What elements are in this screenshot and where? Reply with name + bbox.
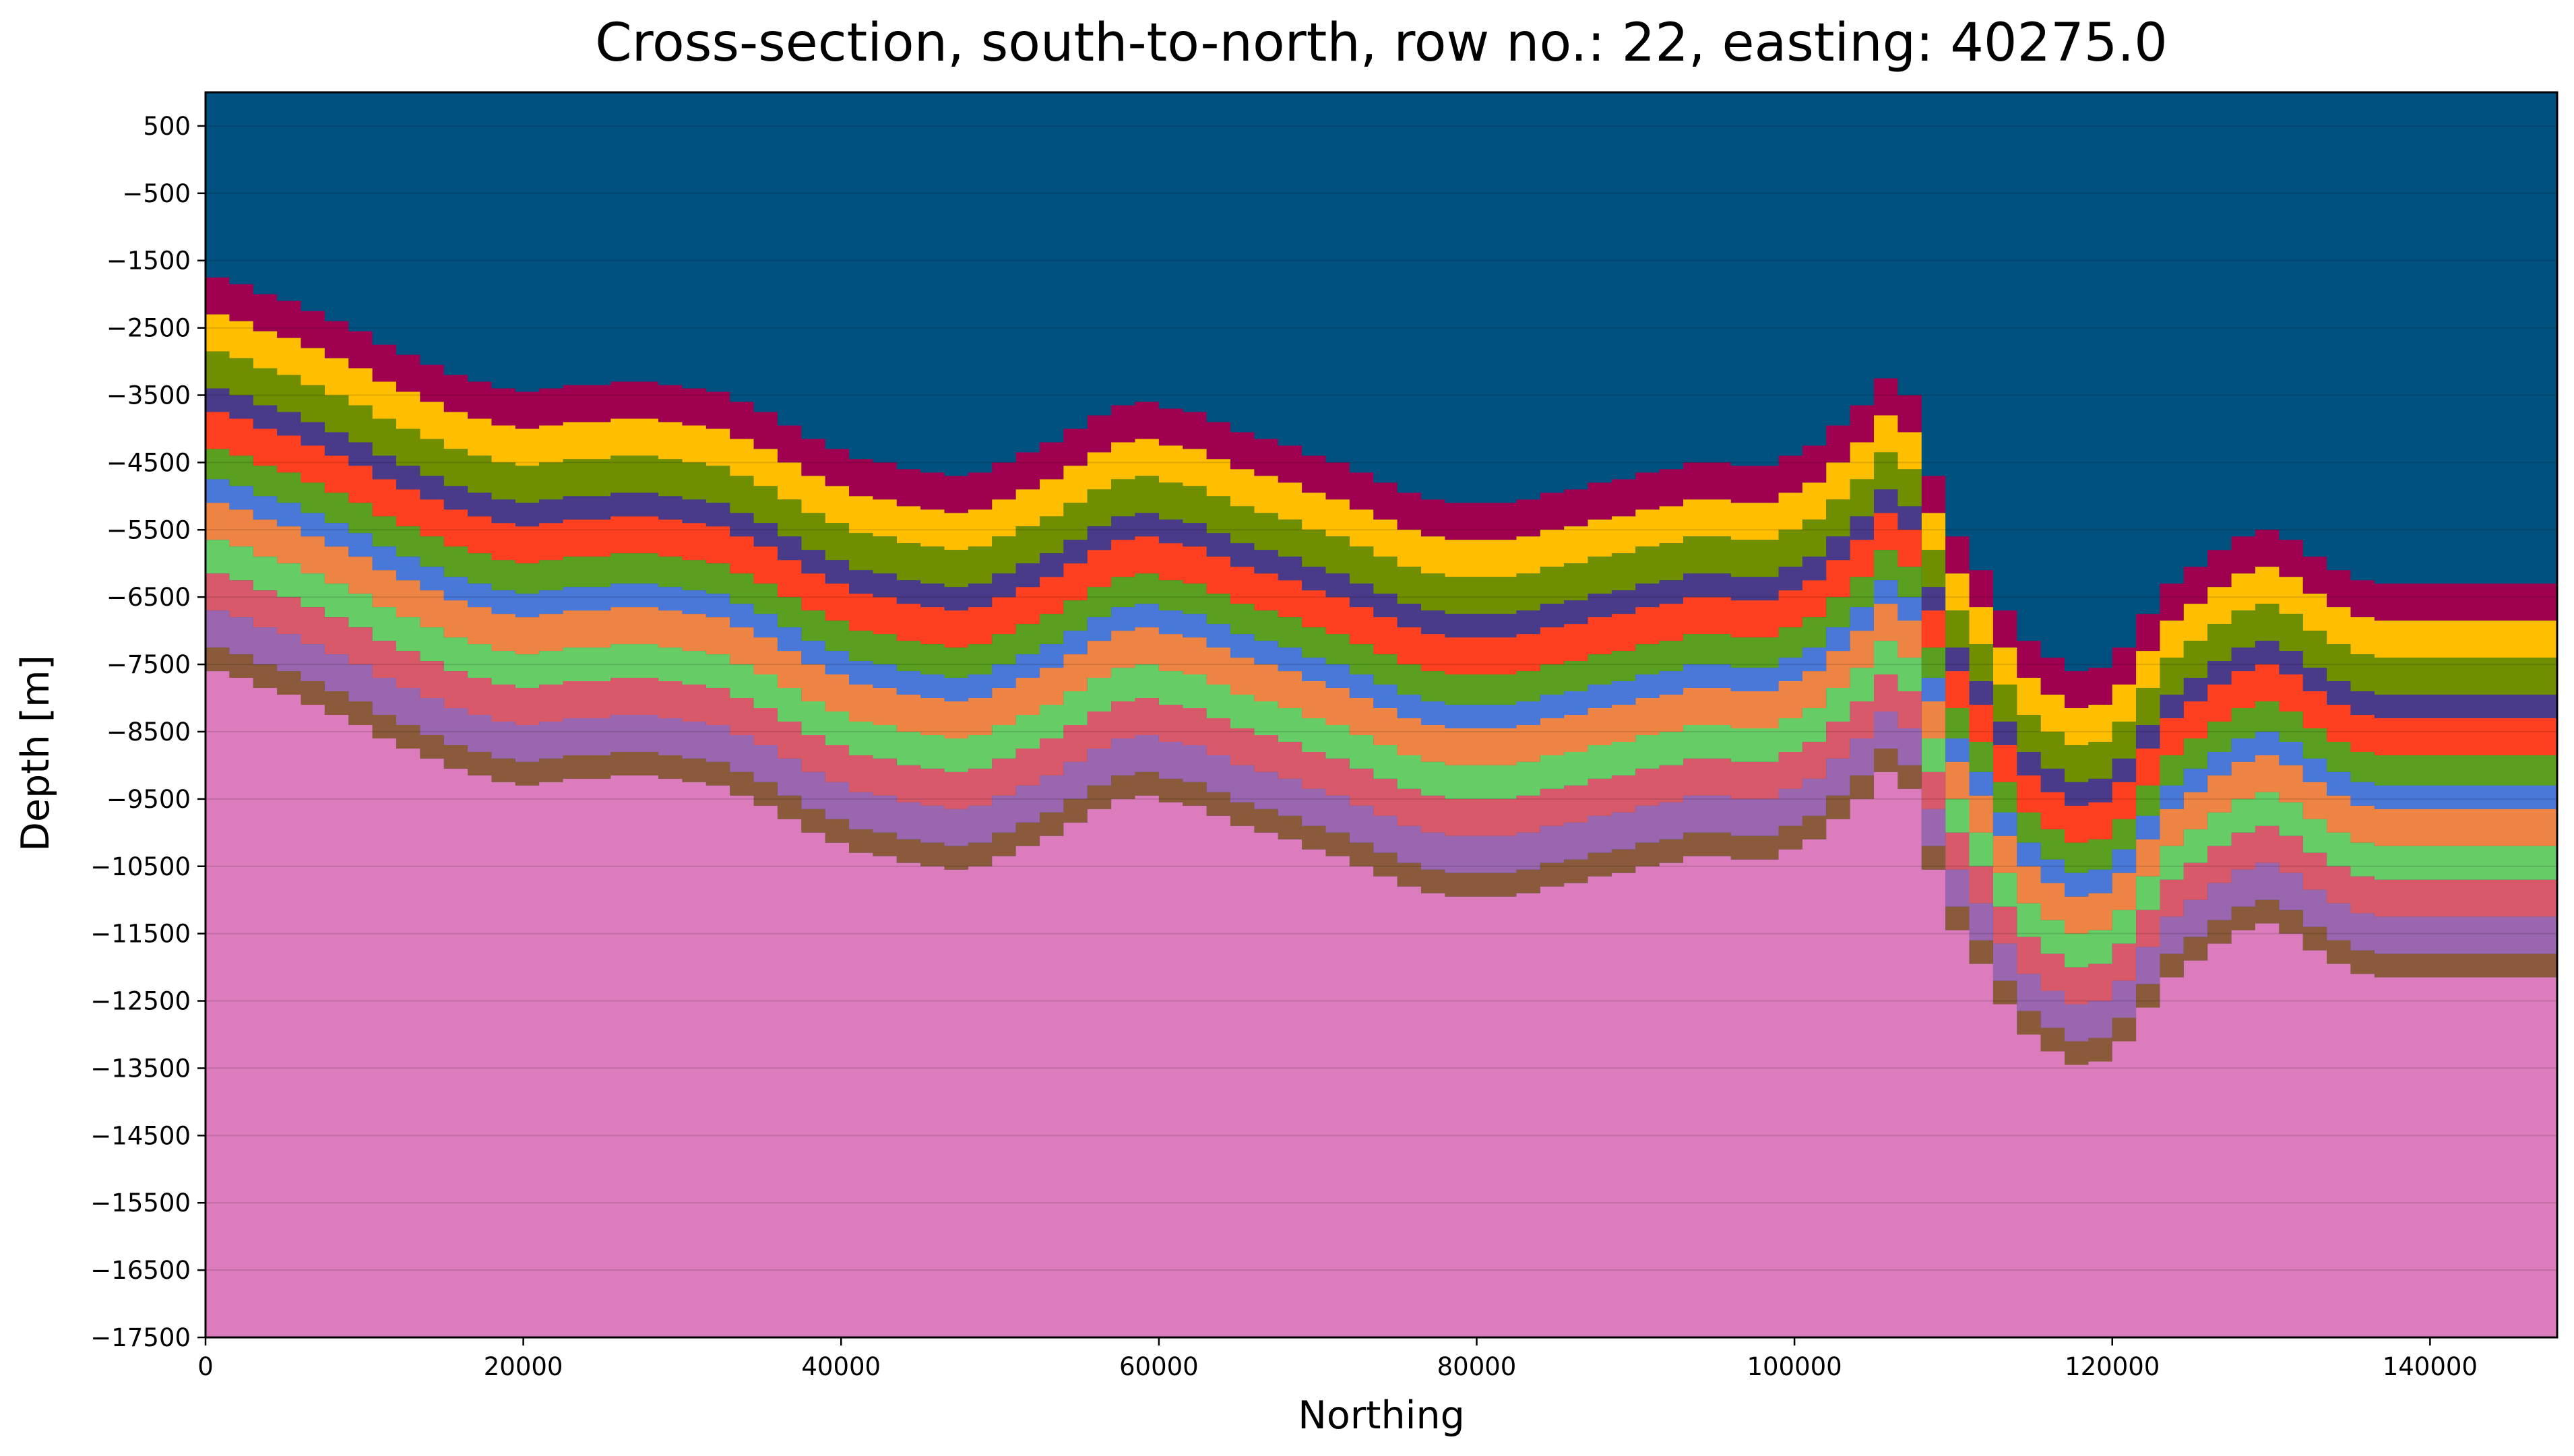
y-tick-label: −500: [122, 179, 191, 208]
y-tick-label: −1500: [106, 247, 191, 276]
y-tick-label: −8500: [106, 718, 191, 747]
y-tick-label: −13500: [90, 1054, 191, 1083]
y-tick-label: −12500: [90, 987, 191, 1016]
y-tick-label: −15500: [90, 1189, 191, 1217]
x-axis-label: Northing: [1298, 1393, 1465, 1438]
plot-area: [206, 92, 2557, 1337]
basement-layer: [206, 671, 2557, 1337]
y-tick-label: −4500: [106, 448, 191, 477]
y-tick-label: −5500: [106, 515, 191, 544]
x-tick-label: 100000: [1747, 1352, 1842, 1381]
y-tick-label: −17500: [90, 1323, 191, 1352]
y-tick-label: −14500: [90, 1121, 191, 1150]
y-tick-label: −11500: [90, 920, 191, 949]
plot-frame: [204, 91, 2559, 1339]
x-tick-label: 80000: [1437, 1352, 1517, 1381]
x-tick-label: 0: [197, 1352, 214, 1381]
y-tick-label: −2500: [106, 314, 191, 343]
x-tick-label: 40000: [801, 1352, 881, 1381]
x-tick-label: 120000: [2065, 1352, 2160, 1381]
y-tick-label: −6500: [106, 583, 191, 612]
x-tick-label: 140000: [2383, 1352, 2478, 1381]
y-tick-label: −7500: [106, 650, 191, 679]
y-tick-label: −16500: [90, 1256, 191, 1285]
y-tick-label: −9500: [106, 785, 191, 814]
y-axis-label: Depth [m]: [13, 655, 58, 852]
chart-title: Cross-section, south-to-north, row no.: …: [595, 13, 2168, 73]
x-tick-label: 20000: [484, 1352, 563, 1381]
y-axis-ticks: 500 −500 −1500 −2500 −3500 −4500 −5500 −6500 −75…: [90, 112, 206, 1352]
x-tick-label: 60000: [1119, 1352, 1199, 1381]
y-tick-label: −3500: [106, 381, 191, 410]
x-axis-ticks: 0 20000 40000 60000 80000 100000 120000 140000: [197, 1337, 2478, 1381]
y-tick-label: 500: [143, 112, 191, 141]
y-tick-label: −10500: [90, 852, 191, 881]
